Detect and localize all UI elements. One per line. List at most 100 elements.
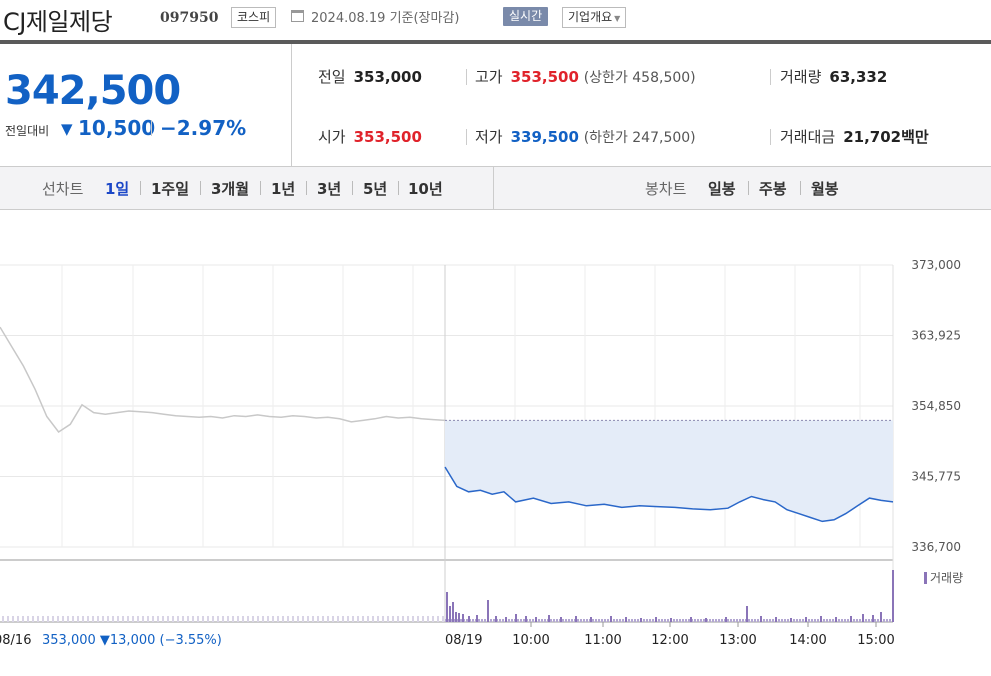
tab-period-1d[interactable]: 1일 [105, 180, 130, 198]
volume-bar [387, 616, 389, 622]
volume-bar [697, 619, 699, 622]
header-divider [0, 40, 991, 44]
volume-bar [455, 612, 457, 622]
company-overview-dropdown[interactable]: 기업개요 ▼ [562, 7, 627, 28]
volume-bar [27, 616, 29, 622]
volume-bar [437, 616, 439, 622]
divider [200, 181, 201, 195]
volume-bar [601, 619, 603, 622]
volume-bar [805, 617, 807, 622]
volume-bar [357, 616, 359, 622]
volume-bar [796, 619, 798, 622]
market-badge: 코스피 [231, 7, 277, 28]
volume-bar [147, 616, 149, 622]
volume-bar [392, 616, 394, 622]
volume-bar [442, 616, 444, 622]
divider [398, 181, 399, 195]
volume-bar [452, 602, 454, 622]
volume-bar [466, 619, 468, 622]
volume-bar [462, 614, 464, 622]
volume-bar [267, 616, 269, 622]
volume-bar [77, 616, 79, 622]
volume-bar [877, 619, 879, 622]
volume-bar [449, 606, 451, 622]
volume-bar [367, 616, 369, 622]
volume-bar [694, 619, 696, 622]
y-tick-label: 354,850 [911, 399, 961, 413]
tab-period-3y[interactable]: 3년 [317, 180, 342, 198]
volume-bar [97, 616, 99, 622]
volume-bar [523, 619, 525, 622]
volume-bar [487, 600, 489, 622]
tab-period-1y[interactable]: 1년 [271, 180, 296, 198]
tab-period-10y[interactable]: 10년 [408, 180, 443, 198]
tab-period-1w[interactable]: 1주일 [151, 180, 190, 198]
volume-bar [197, 616, 199, 622]
volume-bar [637, 619, 639, 622]
volume-bar [137, 616, 139, 622]
volume-bar [312, 616, 314, 622]
volume-bar [604, 619, 606, 622]
volume-bar [207, 616, 209, 622]
volume-bar [187, 616, 189, 622]
volume-bar [727, 619, 729, 622]
volume-bar [529, 619, 531, 622]
stat-value: 353,500 [510, 68, 579, 86]
volume-bar [490, 619, 492, 622]
volume-bar [781, 619, 783, 622]
volume-bar [676, 619, 678, 622]
volume-bar [844, 619, 846, 622]
volume-bar [142, 616, 144, 622]
volume-bar [407, 616, 409, 622]
volume-bar [37, 616, 39, 622]
stat-value: 63,332 [829, 68, 888, 86]
volume-bar [748, 619, 750, 622]
volume-bar [619, 619, 621, 622]
volume-bar [515, 614, 517, 622]
realtime-button[interactable]: 실시간 [503, 7, 549, 26]
volume-bar [766, 619, 768, 622]
volume-bar [682, 619, 684, 622]
volume-bar [402, 616, 404, 622]
current-price: 342,500 [5, 68, 181, 114]
tab-period-3m[interactable]: 3개월 [211, 180, 250, 198]
volume-bar [292, 616, 294, 622]
x-tick-label: 08/19 [445, 633, 482, 648]
volume-bar [667, 619, 669, 622]
change-percent: −2.97% [160, 116, 247, 140]
volume-bar [700, 619, 702, 622]
stock-name: CJ제일제당 [3, 8, 113, 36]
tab-candle-daily[interactable]: 일봉 [708, 180, 736, 198]
stat-unit: 백만 [901, 128, 929, 146]
divider [770, 129, 771, 145]
volume-bar [799, 619, 801, 622]
volume-bar [157, 616, 159, 622]
volume-bar [297, 616, 299, 622]
volume-bar [257, 616, 259, 622]
y-tick-label: 336,700 [911, 540, 961, 554]
volume-bar [302, 616, 304, 622]
divider [151, 120, 152, 136]
volume-bar [742, 619, 744, 622]
volume-bar [7, 616, 9, 622]
volume-bar [237, 616, 239, 622]
volume-bar [282, 616, 284, 622]
volume-bar [481, 619, 483, 622]
volume-bar [736, 619, 738, 622]
stat-high: 고가 353,500 (상한가 458,500) [475, 66, 696, 87]
volume-bar [793, 619, 795, 622]
volume-bar [82, 616, 84, 622]
volume-bar [67, 616, 69, 622]
volume-bar [673, 619, 675, 622]
stat-value: 339,500 [510, 128, 579, 146]
tab-period-5y[interactable]: 5년 [363, 180, 388, 198]
price-panel: 342,500 전일대비 ▼ 10,500 −2.97% [0, 44, 292, 166]
volume-bar [342, 616, 344, 622]
volume-bar [532, 619, 534, 622]
tab-candle-weekly[interactable]: 주봉 [759, 180, 787, 198]
volume-bar [520, 619, 522, 622]
tab-candle-monthly[interactable]: 월봉 [811, 180, 839, 198]
volume-bar [583, 619, 585, 622]
divider [352, 181, 353, 195]
volume-bar [598, 619, 600, 622]
